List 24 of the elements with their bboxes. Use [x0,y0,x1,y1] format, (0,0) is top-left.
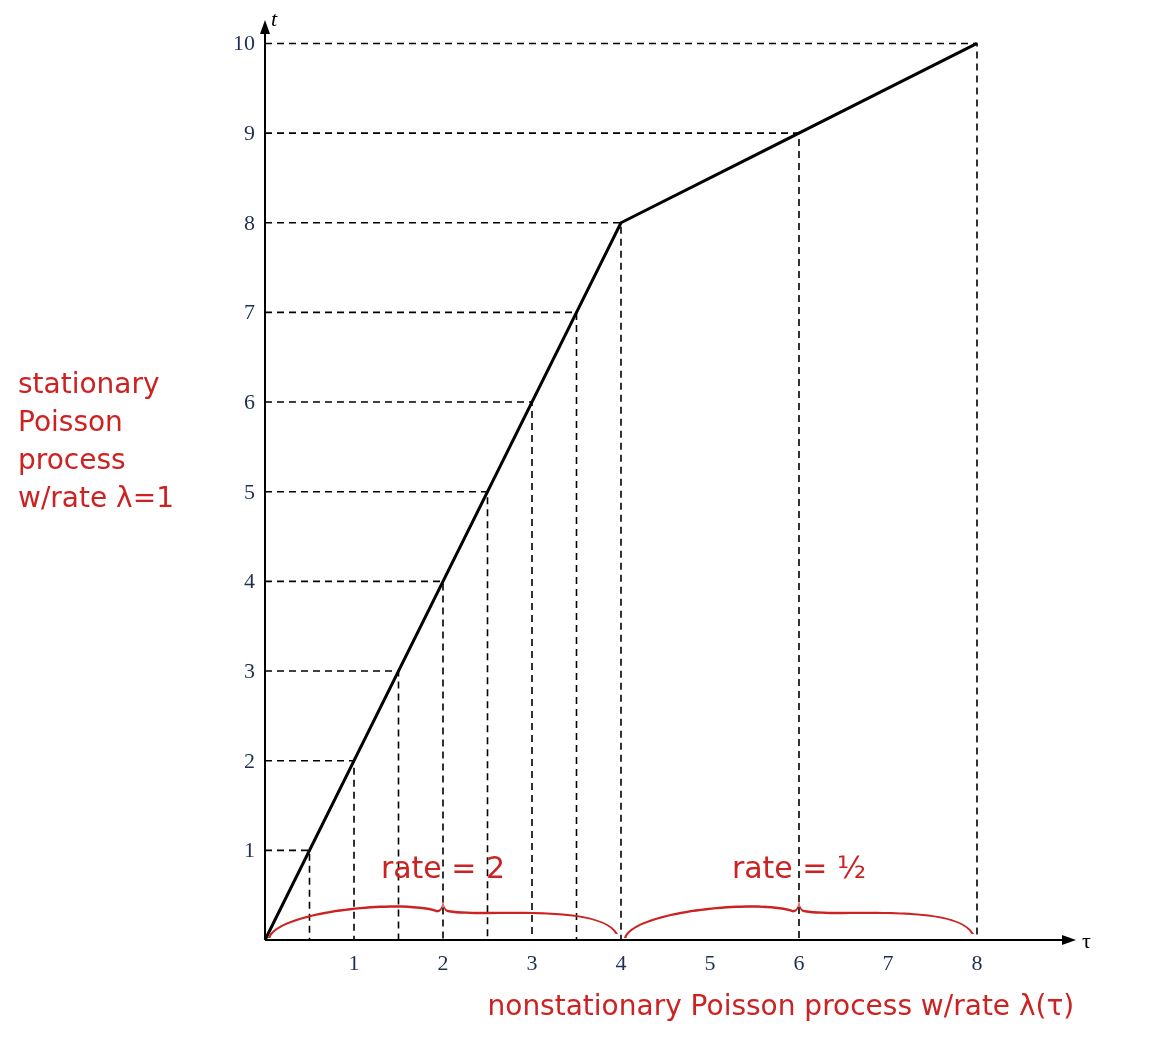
y-tick-label: 7 [244,299,255,325]
x-tick-label: 5 [704,950,716,975]
annotation: rate = 2 [380,850,506,885]
y-tick-label: 2 [244,747,255,773]
text: stationary Poisson process w/rate λ=1 [18,367,174,515]
x-tick-label: 7 [882,950,894,975]
y-tick-label: 1 [244,837,255,863]
y-tick-label: 3 [244,658,255,684]
x-tick-label: 4 [615,950,627,975]
y-tick-label: 6 [244,389,255,415]
y-tick-label: 9 [244,120,255,146]
x-axis-title: τ [1082,928,1091,953]
y-tick-label: 5 [244,478,255,504]
annotation: rate = ½ [731,850,867,885]
y-tick-label: 8 [244,209,255,235]
text: nonstationary Poisson process w/rate λ(τ) [487,989,1075,1022]
y-axis-title: t [271,6,278,31]
y-tick-label: 4 [244,568,255,594]
x-tick-label: 6 [793,950,805,975]
x-tick-label: 1 [348,950,360,975]
x-tick-label: 8 [971,950,983,975]
x-tick-label: 3 [526,950,538,975]
y-tick-label: 10 [233,30,255,56]
x-tick-label: 2 [437,950,449,975]
